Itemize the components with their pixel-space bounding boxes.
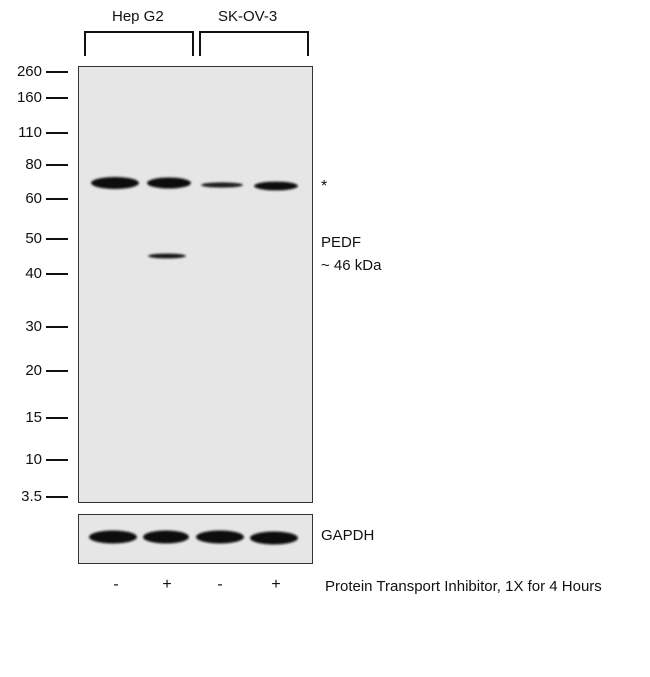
- pedf-label: PEDF: [321, 234, 362, 251]
- gapdh-label: GAPDH: [321, 527, 375, 544]
- gapdh-band-lane3: [196, 530, 244, 544]
- mw-tick-110: [46, 132, 68, 134]
- mw-tick-160: [46, 97, 68, 99]
- lane2-treatment: +: [162, 576, 172, 593]
- cell-line-brackets: [84, 31, 309, 56]
- mw-label-160: 160: [16, 89, 42, 106]
- cell-line-label-skov3: SK-OV-3: [218, 8, 278, 25]
- mw-label-3-5: 3.5: [21, 488, 42, 505]
- gapdh-band-lane1: [89, 530, 137, 544]
- treatment-description: Protein Transport Inhibitor, 1X for 4 Ho…: [325, 578, 602, 595]
- pedf-size-label: ~ 46 kDa: [321, 257, 382, 274]
- gapdh-bands: [89, 530, 298, 545]
- mw-tick-20: [46, 370, 68, 372]
- band-lane2-pedf: [148, 253, 186, 259]
- mw-label-15: 15: [25, 409, 42, 426]
- mw-tick-3-5: [46, 496, 68, 498]
- mw-label-30: 30: [25, 318, 42, 335]
- mw-tick-60: [46, 198, 68, 200]
- mw-tick-40: [46, 273, 68, 275]
- mw-label-110: 110: [18, 124, 42, 141]
- mw-label-60: 60: [25, 190, 42, 207]
- western-blot-main-panel: [78, 66, 313, 503]
- band-lane4-upper: [254, 181, 298, 191]
- blot-bands: [91, 177, 298, 259]
- cell-line-label-hepg2: Hep G2: [112, 8, 164, 25]
- western-blot-gapdh-panel: [78, 514, 313, 564]
- mw-tick-10: [46, 459, 68, 461]
- mw-label-80: 80: [25, 156, 42, 173]
- gapdh-band-lane4: [250, 531, 298, 545]
- band-lane1-upper: [91, 177, 139, 189]
- mw-label-40: 40: [25, 265, 42, 282]
- lane1-treatment: -: [113, 576, 119, 593]
- bracket-hepg2: [84, 31, 194, 56]
- band-lane2-upper: [147, 177, 191, 189]
- mw-tick-80: [46, 164, 68, 166]
- mw-label-260: 260: [16, 63, 42, 80]
- mw-tick-30: [46, 326, 68, 328]
- mw-label-20: 20: [25, 362, 42, 379]
- mw-tick-260: [46, 71, 68, 73]
- mw-label-10: 10: [25, 451, 42, 468]
- mw-label-50: 50: [25, 230, 42, 247]
- gapdh-band-lane2: [143, 530, 189, 544]
- band-lane3-upper: [201, 182, 243, 188]
- mw-tick-15: [46, 417, 68, 419]
- mw-tick-50: [46, 238, 68, 240]
- bracket-skov3: [199, 31, 309, 56]
- lane4-treatment: +: [271, 576, 281, 593]
- asterisk-marker: *: [321, 178, 328, 195]
- lane3-treatment: -: [217, 576, 223, 593]
